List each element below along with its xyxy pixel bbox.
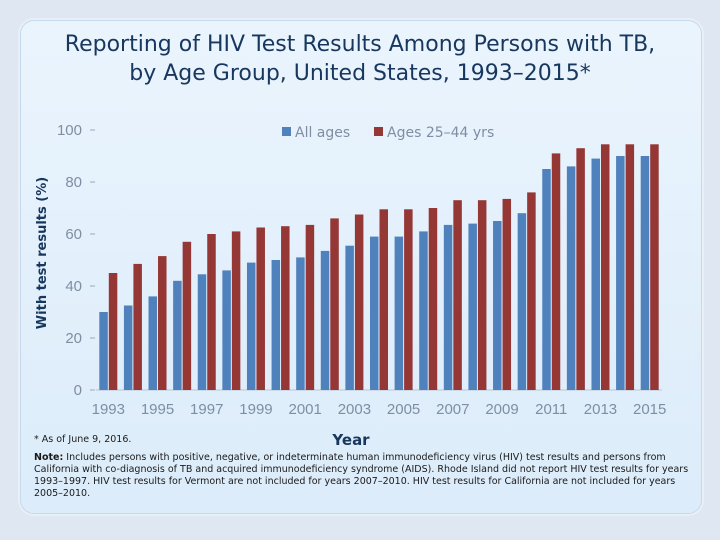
footnote-asterisk: * As of June 9, 2016.: [34, 434, 132, 445]
bar-ages-25-44-1996: [182, 241, 192, 390]
bar-ages-25-44-2015: [650, 144, 659, 390]
x-tick-label: 2003: [338, 401, 371, 418]
bar-all-ages-1996: [173, 280, 182, 390]
note-text: Includes persons with positive, negative…: [34, 452, 689, 499]
bar-ages-25-44-1993: [108, 273, 118, 390]
bar-all-ages-1995: [148, 296, 158, 390]
bar-all-ages-1997: [197, 274, 207, 390]
y-tick-label: 40: [65, 278, 82, 295]
bar-all-ages-2001: [296, 257, 305, 390]
x-tick-label: 2005: [387, 401, 420, 418]
bar-all-ages-2010: [517, 213, 527, 390]
x-tick-label: 1997: [190, 401, 223, 418]
bar-ages-25-44-2014: [625, 144, 635, 390]
chart-title: Reporting of HIV Test Results Among Pers…: [64, 32, 656, 86]
bar-ages-25-44-2009: [502, 198, 512, 390]
bar-ages-25-44-1998: [231, 231, 241, 390]
bar-all-ages-2013: [591, 158, 600, 390]
x-tick-label: 2001: [288, 401, 321, 418]
x-tick-label: 2009: [485, 401, 518, 418]
bar-ages-25-44-2005: [404, 209, 413, 390]
bar-ages-25-44-2004: [379, 209, 388, 390]
legend-swatch-all-ages: [282, 127, 291, 136]
bar-ages-25-44-1999: [256, 227, 265, 390]
bar-ages-25-44-2006: [428, 208, 438, 390]
bar-ages-25-44-2010: [527, 192, 536, 390]
bar-ages-25-44-1995: [158, 256, 167, 390]
bar-ages-25-44-2000: [281, 226, 290, 390]
x-axis-label: Year: [331, 431, 370, 449]
bar-ages-25-44-1997: [207, 234, 216, 390]
bar-ages-25-44-2011: [551, 153, 561, 390]
y-axis-label: With test results (%): [35, 177, 50, 329]
x-tick-label: 2011: [535, 401, 567, 418]
note-label: Note:: [34, 452, 64, 463]
bar-all-ages-2002: [320, 250, 330, 390]
bar-ages-25-44-2002: [330, 218, 339, 390]
bar-all-ages-1999: [246, 262, 256, 390]
bar-all-ages-2014: [616, 156, 625, 390]
bar-all-ages-2009: [493, 221, 502, 390]
x-tick-label: 1999: [239, 401, 272, 418]
x-tick-label: 2015: [633, 401, 666, 418]
x-tick-label: 1993: [92, 401, 125, 418]
x-tick-label: 1995: [141, 401, 174, 418]
bar-all-ages-2008: [468, 223, 477, 390]
bar-all-ages-1998: [222, 270, 231, 390]
x-tick-label: 2007: [436, 401, 469, 418]
bar-ages-25-44-2013: [600, 144, 610, 390]
bar-ages-25-44-2001: [305, 224, 315, 390]
bar-all-ages-2000: [271, 260, 281, 390]
x-tick-label: 2013: [584, 401, 617, 418]
bar-all-ages-2006: [419, 231, 428, 390]
y-tick-label: 80: [65, 174, 82, 191]
bar-ages-25-44-2003: [354, 214, 364, 390]
bar-all-ages-2005: [394, 236, 404, 390]
y-tick-label: 0: [74, 382, 82, 399]
bar-all-ages-2004: [370, 236, 379, 390]
y-tick-label: 20: [65, 330, 82, 347]
bar-all-ages-2015: [640, 156, 650, 390]
y-tick-label: 60: [65, 226, 82, 243]
legend-label-ages-25-44: Ages 25–44 yrs: [387, 125, 494, 141]
bar-ages-25-44-2008: [477, 200, 487, 390]
bar-ages-25-44-2007: [453, 200, 462, 390]
bar-ages-25-44-1994: [133, 263, 142, 390]
bar-all-ages-2007: [443, 224, 453, 390]
legend-swatch-ages-25-44: [374, 127, 383, 136]
bar-all-ages-2011: [542, 169, 551, 390]
bar-ages-25-44-2012: [576, 148, 585, 390]
bar-all-ages-2012: [566, 166, 576, 390]
bar-all-ages-1993: [99, 312, 108, 390]
bar-all-ages-2003: [345, 245, 354, 390]
footnote-note: Note: Includes persons with positive, ne…: [34, 452, 694, 500]
y-tick-label: 100: [57, 122, 82, 139]
legend-label-all-ages: All ages: [295, 125, 350, 141]
bar-all-ages-1994: [123, 305, 133, 390]
